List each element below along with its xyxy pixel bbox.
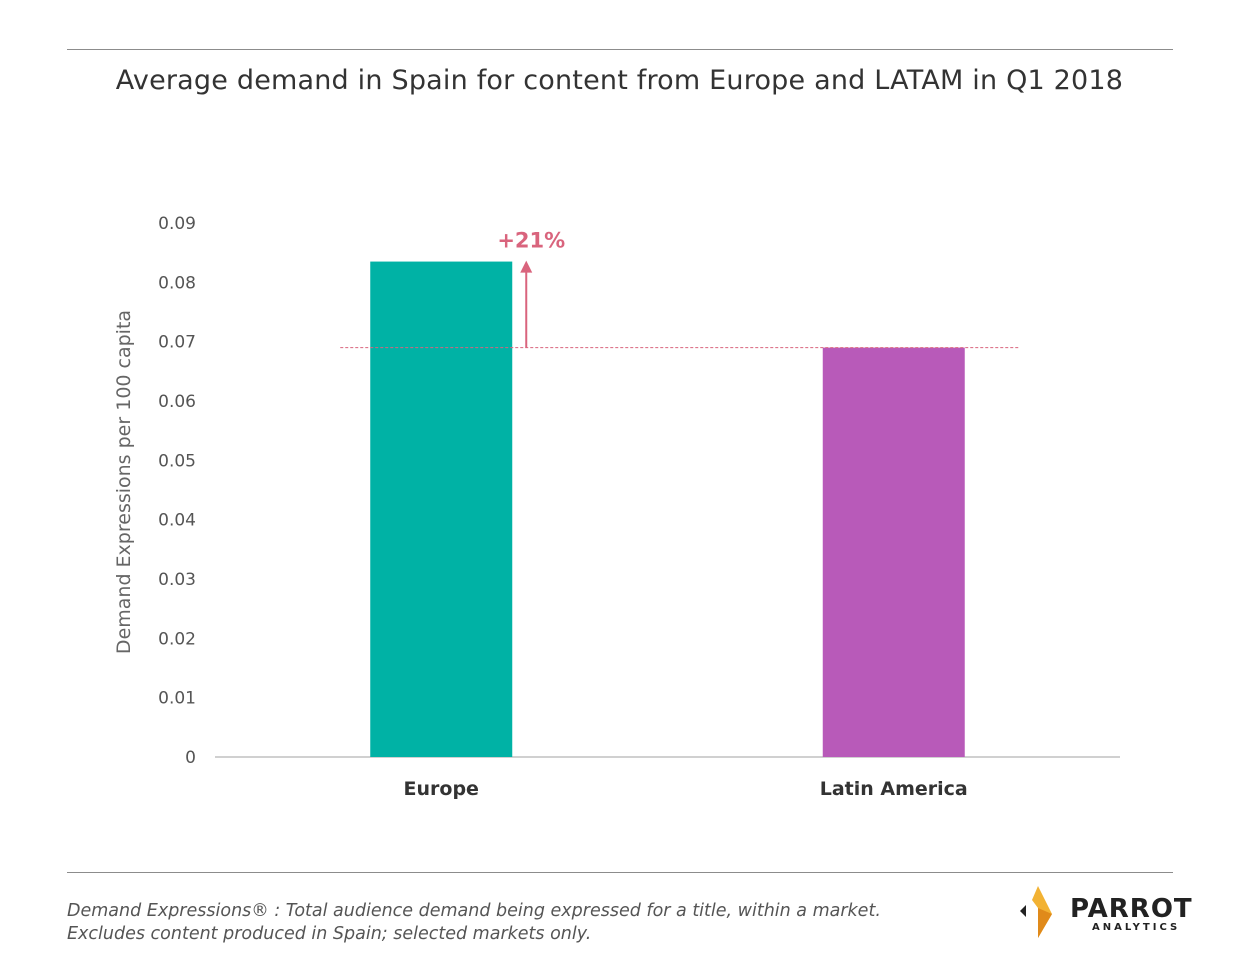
footnote-line-1: Demand Expressions® : Total audience dem… [67,901,881,921]
x-category-label: Latin America [820,778,968,800]
y-tick-label: 0 [185,748,196,768]
increase-arrow-head [520,260,533,273]
logo-name: PARROT [1070,894,1193,924]
y-tick-label: 0.02 [158,629,196,649]
y-tick-label: 0.03 [158,570,196,590]
y-tick-label: 0.09 [158,214,196,234]
bar-europe [370,261,513,757]
top-divider [67,49,1173,50]
parrot-analytics-logo: PARROT ANALYTICS [1018,886,1192,938]
bottom-divider [67,872,1173,873]
increase-label: +21% [497,229,565,253]
y-tick-label: 0.08 [158,273,196,293]
bar-latin-america [822,347,965,757]
footnote-line-2: Excludes content produced in Spain; sele… [67,924,592,944]
chart-title: Average demand in Spain for content from… [115,65,1124,96]
bar-chart: 0 0.01 0.02 0.03 0.04 0.05 0.06 0.07 0.08 0.09 Dem… [113,214,1120,800]
logo-subtitle: ANALYTICS [1092,922,1181,933]
y-axis-label: Demand Expressions per 100 capita [113,310,135,654]
y-tick-label: 0.04 [158,511,196,531]
x-category-label: Europe [404,778,479,800]
y-tick-label: 0.07 [158,333,196,353]
y-tick-label: 0.05 [158,451,196,471]
parrot-logo-icon [1020,886,1052,938]
footnote: Demand Expressions® : Total audience dem… [67,900,881,946]
y-tick-label: 0.01 [158,689,196,709]
y-tick-label: 0.06 [158,392,196,412]
